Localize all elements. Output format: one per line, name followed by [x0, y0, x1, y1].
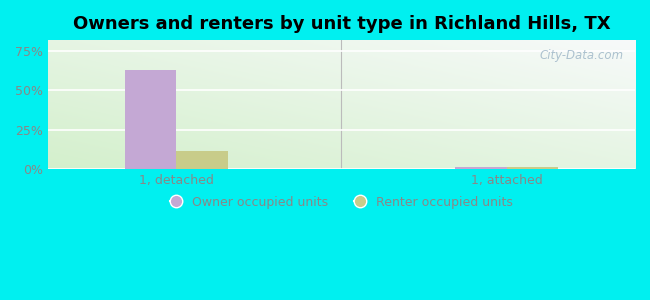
Bar	[176, 151, 227, 169]
Text: City-Data.com: City-Data.com	[539, 49, 623, 62]
Bar	[455, 167, 506, 169]
Bar	[125, 70, 176, 169]
Legend: Owner occupied units, Renter occupied units: Owner occupied units, Renter occupied un…	[165, 191, 518, 214]
Bar	[506, 167, 558, 169]
Title: Owners and renters by unit type in Richland Hills, TX: Owners and renters by unit type in Richl…	[73, 15, 610, 33]
